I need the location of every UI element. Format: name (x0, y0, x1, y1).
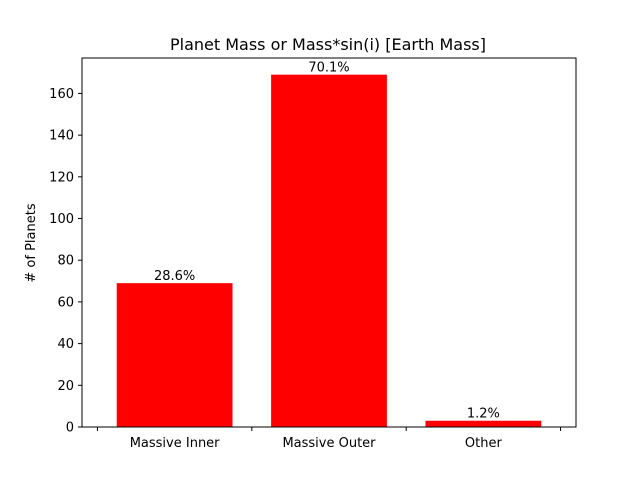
chart-title: Planet Mass or Mass*sin(i) [Earth Mass] (170, 35, 486, 54)
y-tick-label: 160 (49, 87, 74, 102)
y-axis-label: # of Planets (24, 203, 39, 282)
bar (425, 420, 542, 427)
y-tick-label: 0 (66, 421, 74, 436)
y-tick-label: 140 (49, 129, 74, 144)
x-tick-label: Massive Outer (282, 436, 376, 451)
bar (116, 283, 233, 427)
y-tick-label: 40 (57, 337, 74, 352)
data-label: 70.1% (308, 61, 349, 76)
y-tick-label: 20 (57, 379, 74, 394)
y-tick-label: 60 (57, 295, 74, 310)
y-tick-label: 100 (49, 212, 74, 227)
y-tick-label: 80 (57, 254, 74, 269)
data-label: 28.6% (154, 269, 195, 284)
x-tick-label: Other (465, 436, 503, 451)
bar (271, 74, 387, 427)
x-tick-label: Massive Inner (130, 436, 220, 451)
data-label: 1.2% (467, 407, 500, 422)
axes-frame (81, 57, 577, 428)
y-tick-label: 120 (49, 170, 74, 185)
plot-area: 28.6% 70.1% 1.2% 0 20 40 60 80 100 120 140 160 Massi… (49, 57, 577, 451)
